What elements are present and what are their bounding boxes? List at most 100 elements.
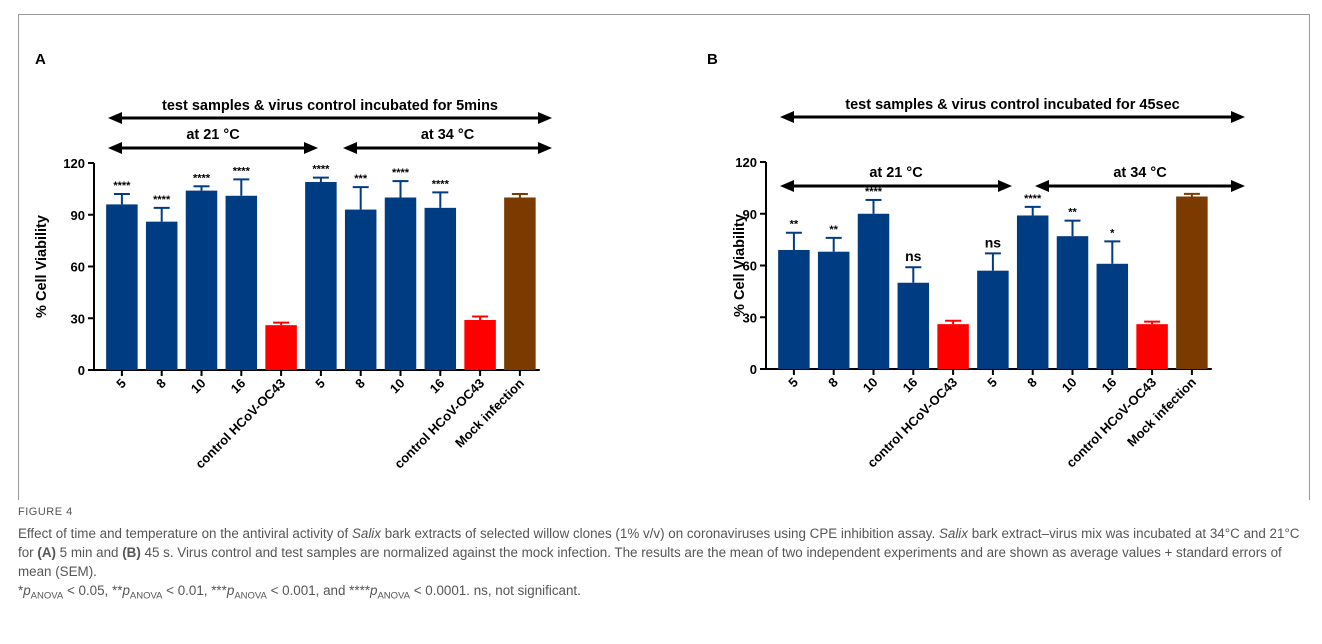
panel-b-top-arrow-head-left — [780, 111, 794, 123]
panel-b-y-tick-label: 0 — [750, 362, 757, 377]
panel-b-x-tick-label: 8 — [1024, 375, 1040, 391]
panel-b-bar — [937, 324, 969, 369]
panel-a-x-tick-label: Mock infection — [452, 375, 527, 450]
figure-panels — [18, 14, 1310, 500]
panel-b-right-annotation: at 34 °C — [1113, 165, 1167, 181]
panel-a-top-arrow-head-left — [108, 112, 122, 124]
panel-a-bar — [424, 207, 457, 370]
caption-part: < 0.001, and — [266, 583, 350, 598]
panel-a-bar — [384, 197, 417, 370]
panel-b-right-arrow — [1035, 180, 1245, 192]
panel-a-x-tick-label: 8 — [153, 376, 169, 392]
panel-a-x-tick-label: 16 — [228, 376, 249, 397]
panel-b-top-arrow-head-right — [1231, 111, 1245, 123]
panel-a-left-arrow — [108, 142, 318, 154]
panel-b-y-tick-label: 60 — [743, 259, 757, 274]
caption-part: 45 s. Virus control and test samples are… — [18, 545, 1282, 579]
panel-b-left-annotation: at 21 °C — [869, 165, 923, 181]
panel-b-x-tick-label: 16 — [900, 375, 921, 396]
caption-panel-ref: (A) — [37, 545, 56, 560]
panel-a-significance-label: **** — [193, 172, 211, 184]
panel-b-bar — [977, 270, 1009, 369]
caption-part: bark extracts of selected willow clones … — [380, 526, 939, 541]
panel-b-y-tick-label: 30 — [743, 310, 757, 325]
panel-a-y-tick-label: 90 — [71, 208, 85, 223]
panel-a-x-tick-label: 5 — [312, 376, 328, 392]
caption-sub: ANOVA — [129, 590, 163, 602]
panel-a-x-tick-label: 16 — [427, 376, 448, 397]
panel-a-bar — [225, 195, 258, 370]
caption-p: p — [23, 583, 31, 598]
panel-b-significance-label: ** — [829, 224, 838, 236]
panel-b-bar — [1176, 196, 1208, 369]
panel-b-significance-label: **** — [1024, 193, 1042, 205]
panel-a-significance-label: **** — [312, 164, 330, 176]
panel-a-significance-label: **** — [432, 178, 450, 190]
panel-b-x-tick-label: 10 — [860, 375, 881, 396]
panel-a-significance-label: **** — [113, 180, 131, 192]
panel-a-bar — [504, 197, 536, 370]
panel-b-left-arrow — [780, 180, 1012, 192]
caption-part: 5 min and — [55, 545, 123, 560]
caption-part: < 0.0001. ns, not significant. — [410, 583, 581, 598]
caption-sub: ANOVA — [234, 590, 267, 602]
panel-b-significance-label: ns — [905, 248, 922, 264]
panel-a-left-arrow-head-right — [304, 142, 318, 154]
panel-b-x-tick-label: 5 — [984, 375, 1000, 391]
panel-a-y-tick-label: 0 — [78, 363, 85, 378]
panel-a-right-arrow-head-left — [343, 142, 357, 154]
panel-a-bar — [344, 209, 377, 370]
panel-b-significance-label: **** — [865, 186, 883, 198]
panel-b-bar — [897, 282, 930, 369]
panel-b-right-arrow-head-right — [1231, 180, 1245, 192]
caption-part: *** — [211, 583, 227, 598]
panel-a-left-annotation: at 21 °C — [186, 127, 240, 143]
caption-panel-ref: (B) — [122, 545, 141, 560]
panel-a-significance-label: **** — [153, 194, 171, 206]
panel-b-top-annotation: test samples & virus control incubated f… — [845, 97, 1179, 113]
panel-a-x-tick-label: 10 — [387, 376, 408, 397]
caption-part: Effect of time and temperature on the an… — [18, 526, 352, 541]
panel-b-top-arrow — [780, 111, 1245, 123]
panel-b-significance-label: ** — [790, 219, 799, 231]
panel-b-letter: B — [707, 51, 718, 68]
caption-p: p — [370, 583, 378, 598]
caption-part: bark extract–virus mix was incubated at … — [18, 526, 1300, 560]
panel-a-x-tick-label: 8 — [352, 376, 368, 392]
panel-a-right-arrow-head-right — [538, 142, 552, 154]
panel-b-x-tick-label: Mock infection — [1124, 374, 1199, 449]
caption-part: < 0.01, — [162, 583, 212, 598]
caption-part: * — [18, 583, 24, 598]
panel-a-left-arrow-head-left — [108, 142, 122, 154]
panel-a-y-tick-label: 120 — [63, 156, 85, 171]
panel-b-bar — [817, 251, 850, 369]
panel-a-significance-label: **** — [392, 167, 410, 179]
caption-part: ** — [112, 583, 123, 598]
figure-label: FIGURE 4 — [18, 506, 73, 518]
panel-b-significance-label: * — [1110, 227, 1115, 239]
panel-b-right-arrow-head-left — [1035, 180, 1049, 192]
caption-text: Effect of time and temperature on the an… — [18, 524, 1304, 606]
panel-a-bar — [464, 319, 496, 370]
panel-a-y-tick-label: 30 — [71, 311, 85, 326]
panel-b-x-tick-label: 5 — [785, 375, 801, 391]
panel-a-x-tick-label: 10 — [188, 376, 209, 397]
panel-a-bar — [145, 221, 178, 370]
panel-a-bar — [265, 325, 297, 370]
panel-a-top-arrow — [108, 112, 552, 124]
panel-b-significance-label: ** — [1068, 207, 1077, 219]
panel-a-significance-label: **** — [233, 165, 251, 177]
panel-a-top-arrow-head-right — [538, 112, 552, 124]
panel-a-bar — [106, 204, 138, 370]
panel-b-x-tick-label: 16 — [1099, 375, 1120, 396]
caption-part: < 0.05, — [63, 583, 112, 598]
panel-b-bar — [778, 249, 810, 369]
panel-b-left-arrow-head-right — [998, 180, 1012, 192]
panel-b-y-tick-label: 90 — [743, 207, 757, 222]
panel-b-y-tick-label: 120 — [735, 155, 757, 170]
panel-b-bar — [1056, 236, 1089, 369]
panel-a-x-tick-label: 5 — [113, 376, 129, 392]
caption-sub: ANOVA — [377, 590, 411, 602]
panel-a-bar — [185, 190, 218, 370]
